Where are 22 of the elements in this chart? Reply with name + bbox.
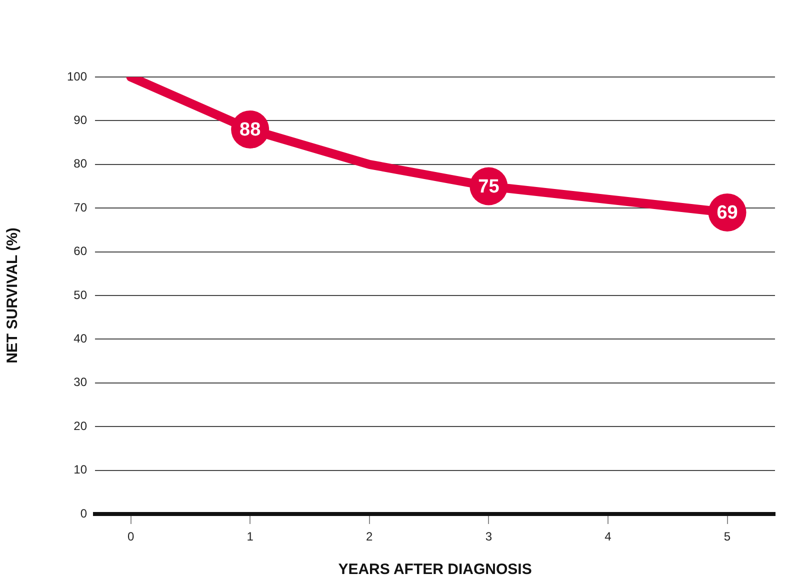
x-tick-label: 0 (127, 530, 134, 544)
y-axis-title: NET SURVIVAL (%) (4, 228, 22, 364)
data-label: 69 (716, 202, 738, 224)
y-tick-label: 60 (74, 244, 88, 258)
x-tick-label: 1 (246, 530, 254, 544)
x-axis-title: YEARS AFTER DIAGNOSIS (338, 561, 532, 578)
y-tick-label: 10 (74, 462, 88, 477)
x-tick-label: 5 (724, 530, 731, 544)
data-label: 88 (240, 120, 261, 141)
x-tick-label: 2 (366, 530, 374, 544)
y-tick-label: 80 (74, 156, 88, 171)
y-tick-label: 90 (74, 113, 88, 128)
y-tick-label: 50 (74, 288, 88, 302)
y-tick-label: 70 (74, 200, 88, 214)
y-tick-label: 40 (74, 332, 88, 346)
data-label: 75 (478, 176, 500, 198)
y-tick-label: 100 (66, 69, 88, 84)
x-tick-label: 3 (485, 530, 492, 544)
y-tick-label: 20 (74, 418, 88, 433)
x-tick-label: 4 (604, 530, 612, 544)
y-tick-label: 30 (74, 375, 88, 390)
y-tick-label: 0 (80, 506, 88, 520)
